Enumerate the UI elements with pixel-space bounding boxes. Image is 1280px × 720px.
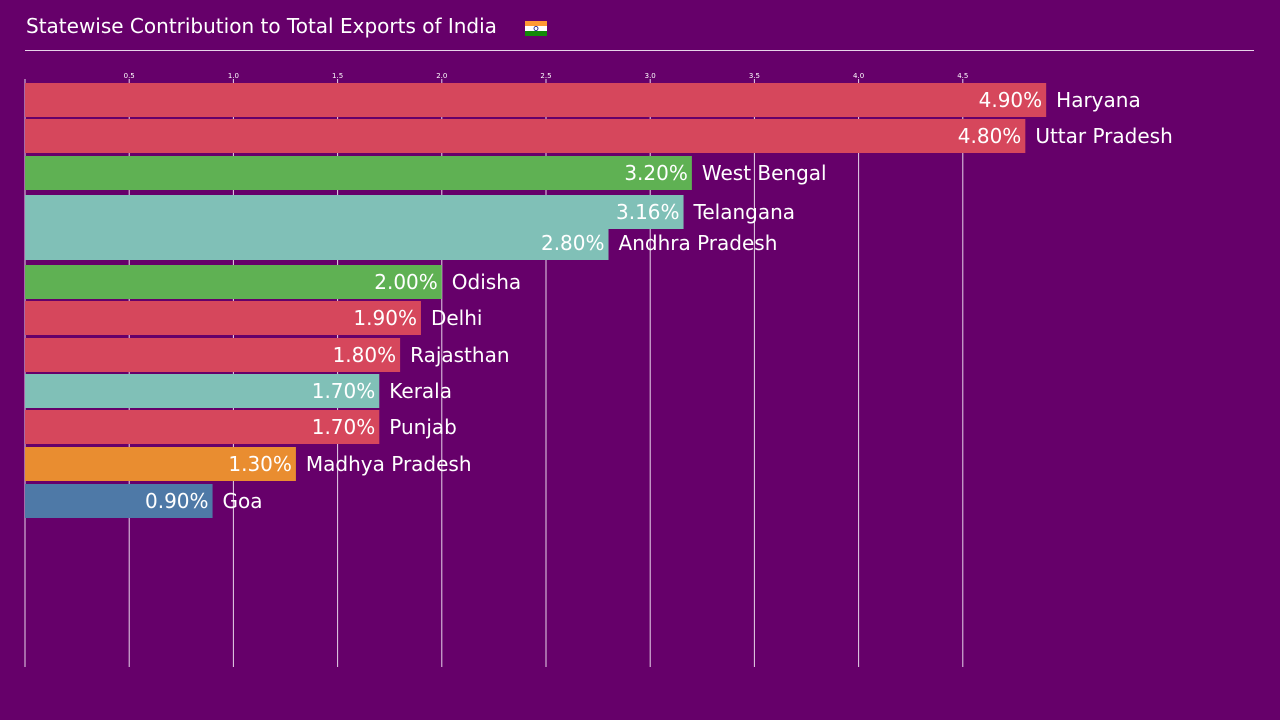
bar-category-label: Punjab xyxy=(389,415,457,439)
bar-group: 2.00% Odisha xyxy=(25,265,521,299)
x-tick-label: 4.0 xyxy=(853,72,864,80)
bar-value-label: 1.70% xyxy=(312,379,376,403)
bar-group: 4.90% Haryana xyxy=(25,83,1141,117)
bar xyxy=(25,195,684,229)
bar-category-label: Delhi xyxy=(431,306,483,330)
bar xyxy=(25,83,1047,117)
x-tick-label: 1.5 xyxy=(332,72,343,80)
bar-category-label: Haryana xyxy=(1056,88,1141,112)
bar-category-label: Goa xyxy=(223,489,263,513)
bar-category-label: Odisha xyxy=(452,270,521,294)
bar xyxy=(25,447,296,481)
bar xyxy=(25,410,380,444)
bar xyxy=(25,265,442,299)
x-tick-label: 2.0 xyxy=(436,72,447,80)
india-flag-icon xyxy=(525,21,547,36)
bar-value-label: 0.90% xyxy=(145,489,209,513)
bar-value-label: 3.16% xyxy=(616,200,680,224)
bar-value-label: 1.30% xyxy=(228,452,292,476)
bar-category-label: Andhra Pradesh xyxy=(619,231,778,255)
x-tick-label: 3.0 xyxy=(645,72,656,80)
bar-group: 1.70% Kerala xyxy=(25,374,452,408)
bar-group: 2.80% Andhra Pradesh xyxy=(25,226,777,260)
bar-group: 3.16% Telangana xyxy=(25,195,795,229)
bar-group: 4.80% Uttar Pradesh xyxy=(25,119,1173,153)
x-tick-label: 1.0 xyxy=(228,72,239,80)
bar-value-label: 2.00% xyxy=(374,270,438,294)
chart-title: Statewise Contribution to Total Exports … xyxy=(26,14,497,38)
bar-group: 1.70% Punjab xyxy=(25,410,457,444)
bar-value-label: 1.90% xyxy=(353,306,417,330)
x-tick-label: 4.5 xyxy=(957,72,968,80)
bar-category-label: Rajasthan xyxy=(410,343,509,367)
bar xyxy=(25,484,213,518)
bar-value-label: 3.20% xyxy=(624,161,688,185)
bar xyxy=(25,338,401,372)
bar-category-label: Telangana xyxy=(693,200,796,224)
bar-value-label: 4.80% xyxy=(958,124,1022,148)
x-tick-label: 0.5 xyxy=(124,72,135,80)
x-tick-label: 3.5 xyxy=(749,72,760,80)
bar xyxy=(25,119,1026,153)
bar xyxy=(25,374,380,408)
bar xyxy=(25,156,692,190)
bar xyxy=(25,301,421,335)
bar-category-label: Uttar Pradesh xyxy=(1035,124,1172,148)
bar-group: 1.30% Madhya Pradesh xyxy=(25,447,472,481)
bar-value-label: 2.80% xyxy=(541,231,605,255)
bar-value-label: 1.80% xyxy=(333,343,397,367)
bar-category-label: Kerala xyxy=(389,379,452,403)
bar-group: 1.90% Delhi xyxy=(25,301,482,335)
bar-category-label: West Bengal xyxy=(702,161,827,185)
x-tick-label: 2.5 xyxy=(540,72,551,80)
bar-category-label: Madhya Pradesh xyxy=(306,452,472,476)
title-divider xyxy=(25,50,1254,51)
bar-group: 0.90% Goa xyxy=(25,484,263,518)
bar-value-label: 4.90% xyxy=(979,88,1043,112)
bar-group: 1.80% Rajasthan xyxy=(25,338,510,372)
bar xyxy=(25,226,609,260)
bar-group: 3.20% West Bengal xyxy=(25,156,827,190)
bar-value-label: 1.70% xyxy=(312,415,376,439)
